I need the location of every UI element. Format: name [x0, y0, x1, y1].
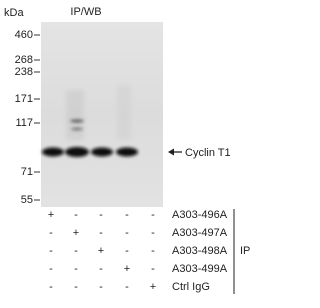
marker-label: 71 [21, 166, 33, 178]
ip-sign: - [74, 209, 78, 221]
ip-sign: + [73, 227, 79, 239]
marker-label: 238 [15, 66, 33, 78]
ip-sign: - [49, 263, 53, 275]
ip-sign: + [48, 209, 54, 221]
ip-sign: - [151, 245, 155, 257]
ip-antibody-label: A303-496A [172, 209, 228, 221]
ip-sign: + [124, 263, 130, 275]
ip-sign: - [151, 209, 155, 221]
ip-sign: - [74, 245, 78, 257]
ip-antibody-label: A303-499A [172, 263, 228, 275]
ip-sign: - [49, 245, 53, 257]
ip-sign: - [74, 263, 78, 275]
band-annotation: Cyclin T1 [168, 147, 231, 159]
marker-label: 171 [15, 93, 33, 105]
blot-membrane [41, 22, 163, 207]
ip-sign: - [125, 281, 129, 293]
marker-label: 460 [15, 29, 33, 41]
ip-antibody-label: A303-497A [172, 227, 228, 239]
ip-sign: + [98, 245, 104, 257]
unit-label: kDa [4, 7, 24, 19]
ip-sign: - [99, 263, 103, 275]
ip-sign: - [99, 209, 103, 221]
lane-smears [66, 85, 131, 140]
marker-label: 268 [15, 54, 33, 66]
band-label: Cyclin T1 [185, 147, 231, 159]
bands [42, 119, 138, 157]
ip-label: IP [240, 245, 250, 257]
ip-sign: - [151, 263, 155, 275]
ip-sign: - [99, 281, 103, 293]
ip-sign: + [150, 281, 156, 293]
ip-antibody-label: A303-498A [172, 245, 228, 257]
ip-sign: - [49, 281, 53, 293]
marker-label: 117 [15, 117, 33, 129]
ip-sign: - [125, 227, 129, 239]
ip-sign: - [125, 209, 129, 221]
ip-sign: - [74, 281, 78, 293]
ip-antibody-label: Ctrl IgG [172, 281, 210, 293]
ip-sign: - [125, 245, 129, 257]
ip-sign: - [99, 227, 103, 239]
title: IP/WB [70, 6, 101, 18]
ip-sign: - [49, 227, 53, 239]
ip-sign: - [151, 227, 155, 239]
marker-label: 55 [21, 194, 33, 206]
